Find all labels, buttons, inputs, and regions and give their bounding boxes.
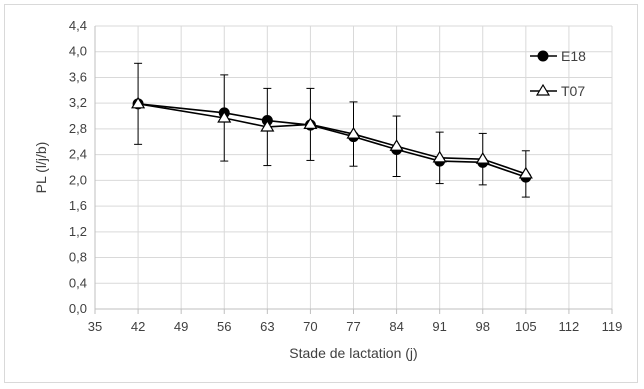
y-tick-label: 4,4 [69,18,87,33]
legend-marker-e18 [537,50,549,62]
x-tick-label: 70 [303,319,317,334]
data-point-t07 [260,119,275,132]
data-point-t07 [432,150,447,163]
series-layer [131,62,533,198]
axes: 0,0 0,4 0,8 1,2 1,6 2,0 2,4 2,8 3,2 3,6 4,0 4,4 35 42… [69,18,622,334]
x-tick-label: 49 [174,319,188,334]
data-point-t07 [131,96,146,109]
y-tick-label: 0,8 [69,250,87,265]
y-tick-label: 4,0 [69,44,87,59]
series-line-e18 [138,103,527,178]
data-point-t07 [475,151,490,164]
data-point-t07 [346,126,361,139]
x-tick-label: 56 [217,319,231,334]
y-tick-label: 1,2 [69,224,87,239]
legend-marker-t07 [535,83,551,96]
data-point-t07 [303,117,318,130]
gridlines [95,25,613,309]
y-tick-label: 2,0 [69,172,87,187]
x-tick-label: 98 [476,319,490,334]
y-axis-title: PL (l/j/b) [33,142,49,194]
x-tick-label: 112 [559,319,580,334]
chart-frame [4,4,638,383]
y-tick-label: 3,6 [69,69,87,84]
y-tick-label: 0,4 [69,275,87,290]
data-point-t07 [518,166,533,179]
legend: E18 T07 [530,48,586,99]
x-tick-label: 105 [515,319,537,334]
x-tick-label: 91 [432,319,446,334]
x-tick-label: 77 [346,319,360,334]
x-tick-label: 119 [602,319,623,334]
data-point-t07 [217,110,232,123]
data-point-t07 [389,139,404,151]
x-tick-label: 42 [131,319,145,334]
y-tick-label: 2,4 [69,147,87,162]
x-tick-label: 84 [389,319,403,334]
y-tick-label: 0,0 [69,301,87,316]
y-tick-label: 3,2 [69,95,87,110]
x-tick-label: 63 [260,319,274,334]
y-tick-label: 1,6 [69,198,87,213]
legend-label-e18: E18 [561,48,586,64]
legend-label-t07: T07 [561,83,585,99]
y-tick-label: 2,8 [69,121,87,136]
series-line-t07 [137,103,527,175]
x-tick-label: 35 [88,319,102,334]
x-axis-title: Stade de lactation (j) [289,345,417,361]
